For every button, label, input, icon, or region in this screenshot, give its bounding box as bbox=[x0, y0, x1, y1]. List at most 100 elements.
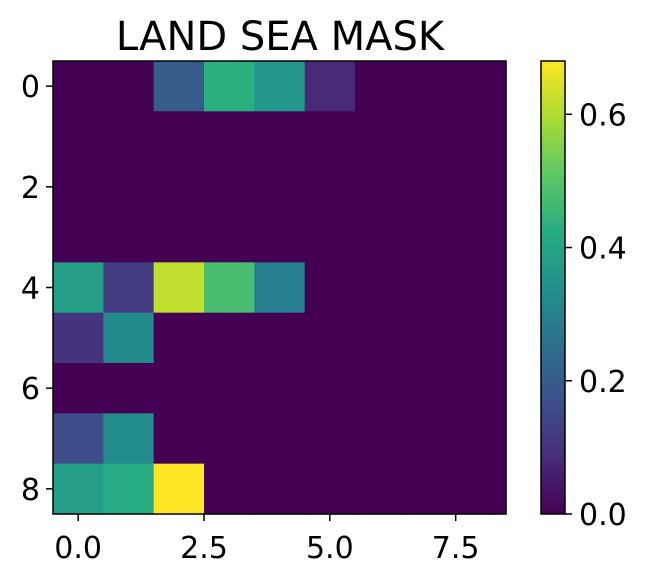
heatmap-cell-r5-c4 bbox=[254, 312, 306, 364]
heatmap-cell-r8-c3 bbox=[204, 463, 255, 515]
heatmap-cell-r3-c7 bbox=[405, 212, 457, 263]
heatmap-cell-r6-c0 bbox=[53, 363, 104, 414]
x-axis: 0.0 2.5 5.0 7.5 bbox=[54, 514, 480, 566]
heatmap-cell-r3-c8 bbox=[455, 212, 507, 263]
colorbar-frame bbox=[540, 60, 566, 515]
heatmap-cell-r5-c1 bbox=[103, 312, 155, 364]
heatmap-cell-r1-c2 bbox=[153, 111, 205, 163]
heatmap-cell-r3-c1 bbox=[103, 212, 155, 263]
colorbar-tick-label: 0.4 bbox=[579, 232, 627, 267]
heatmap-cell-r4-c1 bbox=[103, 262, 155, 314]
heatmap-cell-r2-c1 bbox=[103, 161, 155, 213]
heatmap-cell-r4-c5 bbox=[304, 262, 356, 314]
heatmap-cell-r1-c8 bbox=[455, 111, 507, 163]
heatmap-cell-r3-c0 bbox=[53, 212, 104, 263]
heatmap-cell-r6-c1 bbox=[103, 363, 155, 414]
heatmap-cell-r3-c4 bbox=[254, 212, 306, 263]
heatmap-cell-r5-c3 bbox=[204, 312, 255, 364]
heatmap-cell-r1-c5 bbox=[304, 111, 356, 163]
heatmap-cell-r1-c0 bbox=[53, 111, 104, 163]
heatmap-cell-r3-c3 bbox=[204, 212, 255, 263]
heatmap-cell-r5-c6 bbox=[355, 312, 406, 364]
heatmap-cell-r5-c0 bbox=[53, 312, 104, 364]
heatmap-cell-r6-c2 bbox=[153, 363, 205, 414]
y-tick-label: 4 bbox=[21, 272, 40, 307]
heatmap-cell-r1-c6 bbox=[355, 111, 406, 163]
heatmap-cell-r0-c7 bbox=[405, 61, 457, 112]
heatmap-cell-r5-c8 bbox=[455, 312, 507, 364]
y-tick-label: 0 bbox=[21, 70, 40, 105]
y-axis: 0 2 4 6 8 bbox=[21, 70, 53, 508]
heatmap-cell-r1-c7 bbox=[405, 111, 457, 163]
heatmap-cell-r5-c7 bbox=[405, 312, 457, 364]
heatmap-cell-r2-c4 bbox=[254, 161, 306, 213]
heatmap-cell-r7-c4 bbox=[254, 413, 306, 465]
heatmap-cell-r0-c5 bbox=[304, 61, 356, 112]
heatmap-cell-r0-c6 bbox=[355, 61, 406, 112]
x-tick-label: 5.0 bbox=[306, 531, 354, 566]
heatmap-cell-r6-c8 bbox=[455, 363, 507, 414]
heatmap-cell-r7-c8 bbox=[455, 413, 507, 465]
heatmap-cell-r4-c3 bbox=[204, 262, 255, 314]
heatmap-cell-r0-c8 bbox=[455, 61, 507, 112]
heatmap-cell-r2-c7 bbox=[405, 161, 457, 213]
heatmap-cell-r2-c0 bbox=[53, 161, 104, 213]
heatmap-cell-r7-c0 bbox=[53, 413, 104, 465]
heatmap-cell-r5-c2 bbox=[153, 312, 205, 364]
x-tick-label: 7.5 bbox=[432, 531, 480, 566]
heatmap-cell-r2-c2 bbox=[153, 161, 205, 213]
heatmap-cell-r8-c6 bbox=[355, 463, 406, 515]
heatmap-cells bbox=[53, 61, 507, 515]
heatmap-cell-r7-c7 bbox=[405, 413, 457, 465]
heatmap-cell-r2-c8 bbox=[455, 161, 507, 213]
heatmap-cell-r8-c1 bbox=[103, 463, 155, 515]
x-tick-label: 2.5 bbox=[180, 531, 228, 566]
heatmap-cell-r6-c3 bbox=[204, 363, 255, 414]
heatmap-cell-r7-c5 bbox=[304, 413, 356, 465]
heatmap-cell-r8-c8 bbox=[455, 463, 507, 515]
heatmap-cell-r8-c4 bbox=[254, 463, 306, 515]
heatmap-cell-r4-c6 bbox=[355, 262, 406, 314]
heatmap-cell-r6-c5 bbox=[304, 363, 356, 414]
heatmap-cell-r4-c7 bbox=[405, 262, 457, 314]
heatmap-cell-r3-c2 bbox=[153, 212, 205, 263]
heatmap-cell-r2-c6 bbox=[355, 161, 406, 213]
colorbar-axis: 0.0 0.2 0.4 0.6 bbox=[565, 98, 627, 533]
heatmap-cell-r7-c3 bbox=[204, 413, 255, 465]
heatmap-cell-r3-c5 bbox=[304, 212, 356, 263]
heatmap-cell-r3-c6 bbox=[355, 212, 406, 263]
heatmap-cell-r5-c5 bbox=[304, 312, 356, 364]
heatmap-cell-r0-c0 bbox=[53, 61, 104, 112]
y-tick-label: 2 bbox=[21, 171, 40, 206]
heatmap-cell-r8-c0 bbox=[53, 463, 104, 515]
heatmap-cell-r4-c0 bbox=[53, 262, 104, 314]
heatmap-cell-r7-c2 bbox=[153, 413, 205, 465]
heatmap-cell-r6-c7 bbox=[405, 363, 457, 414]
heatmap-cell-r4-c2 bbox=[153, 262, 205, 314]
colorbar bbox=[541, 61, 565, 514]
heatmap-cell-r7-c1 bbox=[103, 413, 155, 465]
y-tick-label: 6 bbox=[21, 372, 40, 407]
chart-title: LAND SEA MASK bbox=[116, 14, 446, 60]
heatmap-cell-r1-c1 bbox=[103, 111, 155, 163]
colorbar-tick-label: 0.0 bbox=[579, 498, 627, 533]
heatmap-cell-r2-c5 bbox=[304, 161, 356, 213]
heatmap-cell-r4-c8 bbox=[455, 262, 507, 314]
heatmap-cell-r6-c4 bbox=[254, 363, 306, 414]
x-tick-label: 0.0 bbox=[54, 531, 102, 566]
heatmap-cell-r8-c7 bbox=[405, 463, 457, 515]
heatmap-cell-r6-c6 bbox=[355, 363, 406, 414]
heatmap-cell-r1-c3 bbox=[204, 111, 255, 163]
heatmap-cell-r8-c5 bbox=[304, 463, 356, 515]
heatmap-cell-r0-c1 bbox=[103, 61, 155, 112]
heatmap-cell-r4-c4 bbox=[254, 262, 306, 314]
heatmap-cell-r2-c3 bbox=[204, 161, 255, 213]
heatmap-cell-r1-c4 bbox=[254, 111, 306, 163]
y-tick-label: 8 bbox=[21, 473, 40, 508]
heatmap-cell-r8-c2 bbox=[153, 463, 205, 515]
heatmap-cell-r0-c4 bbox=[254, 61, 306, 112]
heatmap-cell-r7-c6 bbox=[355, 413, 406, 465]
heatmap-cell-r0-c3 bbox=[204, 61, 255, 112]
